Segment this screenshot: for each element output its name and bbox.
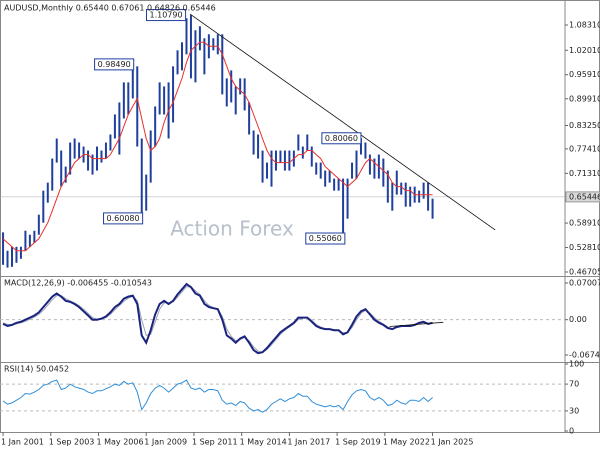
y-tick-label: 0.52810 <box>569 243 600 252</box>
price-annotation-box <box>305 232 346 245</box>
indicator-line <box>2 282 433 355</box>
y-tick-label: -0.067419 <box>569 350 600 359</box>
indicator-line <box>2 379 433 413</box>
y-tick-label: 1.08310 <box>569 21 600 30</box>
frame <box>0 0 600 433</box>
x-tick-label: 1 Sep 2003 <box>49 438 95 447</box>
price-annotation: 0.55060 <box>309 234 342 243</box>
y-tick-label: 0.58910 <box>569 219 600 228</box>
x-tick-label: 1 May 2006 <box>96 438 143 447</box>
price-annotation-box <box>94 58 135 71</box>
watermark: Action Forex <box>170 217 294 241</box>
indicator-line <box>2 41 433 252</box>
x-tick-label: 1 Jan 2009 <box>144 438 187 447</box>
price-annotation: 0.98490 <box>98 60 131 69</box>
panel-title: RSI(14) 50.0452 <box>4 365 69 374</box>
x-tick-label: 1 Jan 2025 <box>431 438 474 447</box>
y-tick-label: 0.00 <box>569 315 587 324</box>
y-tick-label: 0.070074 <box>569 278 600 287</box>
price-annotation: 0.60080 <box>107 214 140 223</box>
panel-title: AUDUSD,Monthly 0.65440 0.67061 0.64826 0… <box>4 4 216 13</box>
y-tick-label: 0.83250 <box>569 121 600 130</box>
panel-title: MACD(12,26,9) -0.006455 -0.010543 <box>4 279 152 288</box>
x-tick-label: 1 Sep 2011 <box>192 438 238 447</box>
x-tick-label: 1 Jan 2001 <box>1 438 44 447</box>
price-annotation-box <box>145 9 187 22</box>
y-tick-label: 30 <box>569 406 579 415</box>
x-tick-label: 1 May 2014 <box>240 438 287 447</box>
last-price-box <box>565 191 600 203</box>
trendline <box>389 321 444 327</box>
y-tick-label: 0.89910 <box>569 94 600 103</box>
price-annotation-box <box>321 132 362 145</box>
price-annotation: 1.10790 <box>149 11 182 20</box>
y-tick-label: 0.77410 <box>569 144 600 153</box>
price-annotation-box <box>103 212 144 225</box>
x-tick-label: 1 Sep 2019 <box>335 438 381 447</box>
y-tick-label: 0.46705 <box>569 268 600 277</box>
y-tick-label: 0.95910 <box>569 70 600 79</box>
y-tick-label: 1.02010 <box>569 46 600 55</box>
last-price-label: 0.65446 <box>569 192 600 201</box>
trendline <box>189 13 496 231</box>
y-tick-label: 0.71310 <box>569 169 600 178</box>
y-tick-label: 70 <box>569 380 579 389</box>
price-annotation: 0.80060 <box>325 134 358 143</box>
y-tick-label: 100 <box>569 360 584 369</box>
y-tick-label: 0 <box>569 427 574 436</box>
x-tick-label: 1 May 2022 <box>383 438 430 447</box>
x-tick-label: 1 Jan 2017 <box>287 438 330 447</box>
